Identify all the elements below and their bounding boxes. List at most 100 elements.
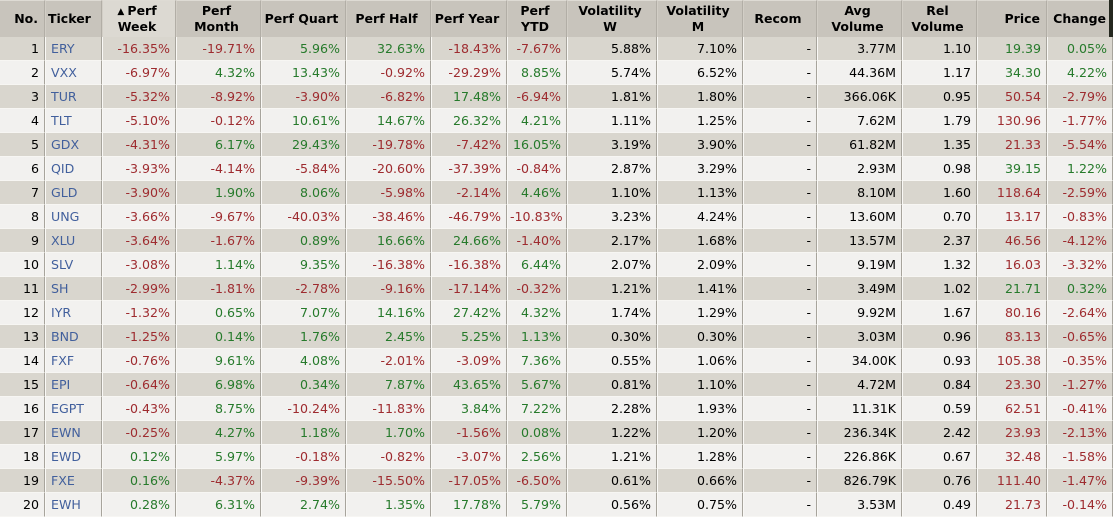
cell-recom: - — [743, 37, 817, 61]
cell-perf_quart: -3.90% — [261, 85, 346, 109]
col-header-label: Change — [1053, 10, 1106, 26]
ticker-link[interactable]: SH — [51, 281, 69, 296]
cell-perf_quart: 0.89% — [261, 229, 346, 253]
cell-perf_quart: 1.18% — [261, 421, 346, 445]
col-header-recom[interactable]: Recom — [743, 0, 817, 37]
cell-ticker: GLD — [45, 181, 102, 205]
col-header-no[interactable]: No. — [0, 0, 45, 37]
cell-perf_month: -9.67% — [176, 205, 261, 229]
cell-perf_ytd: 8.85% — [507, 61, 567, 85]
col-header-label: Price — [1004, 10, 1041, 26]
ticker-link[interactable]: BND — [51, 329, 79, 344]
ticker-link[interactable]: EWN — [51, 425, 81, 440]
cell-change: -0.83% — [1047, 205, 1113, 229]
cell-perf_week: -0.76% — [102, 349, 176, 373]
ticker-link[interactable]: QID — [51, 161, 75, 176]
cell-ticker: TUR — [45, 85, 102, 109]
cell-vol_m: 0.66% — [657, 469, 743, 493]
cell-vol_w: 3.19% — [567, 133, 657, 157]
ticker-link[interactable]: GLD — [51, 185, 78, 200]
ticker-link[interactable]: UNG — [51, 209, 80, 224]
cell-avg_volume: 226.86K — [817, 445, 902, 469]
cell-no: 10 — [0, 253, 45, 277]
table-row: 1 ERY -16.35% -19.71% 5.96% 32.63% -18.43% -7.6… — [0, 37, 1113, 61]
ticker-link[interactable]: EPI — [51, 377, 71, 392]
col-header-perf_week[interactable]: ▲ Perf Week — [102, 0, 176, 37]
col-header-perf_month[interactable]: Perf Month — [176, 0, 261, 37]
cell-vol_m: 3.90% — [657, 133, 743, 157]
cell-perf_quart: 9.35% — [261, 253, 346, 277]
ticker-link[interactable]: EWD — [51, 449, 82, 464]
cell-perf_half: -0.82% — [346, 445, 431, 469]
ticker-link[interactable]: TUR — [51, 89, 77, 104]
cell-recom: - — [743, 133, 817, 157]
cell-change: 0.32% — [1047, 277, 1113, 301]
col-header-perf_half[interactable]: Perf Half — [346, 0, 431, 37]
cell-vol_w: 2.17% — [567, 229, 657, 253]
ticker-link[interactable]: GDX — [51, 137, 80, 152]
ticker-link[interactable]: EGPT — [51, 401, 85, 416]
cell-rel_volume: 0.84 — [902, 373, 977, 397]
cell-vol_w: 0.81% — [567, 373, 657, 397]
cell-perf_ytd: 0.08% — [507, 421, 567, 445]
cell-perf_quart: -2.78% — [261, 277, 346, 301]
col-header-vol_w[interactable]: Volatility W — [567, 0, 657, 37]
cell-perf_month: 6.31% — [176, 493, 261, 517]
col-header-perf_ytd[interactable]: Perf YTD — [507, 0, 567, 37]
ticker-link[interactable]: TLT — [51, 113, 72, 128]
cell-rel_volume: 1.67 — [902, 301, 977, 325]
table-row: 8 UNG -3.66% -9.67% -40.03% -38.46% -46.79% -10… — [0, 205, 1113, 229]
cell-perf_quart: -9.39% — [261, 469, 346, 493]
cell-ticker: GDX — [45, 133, 102, 157]
col-header-perf_quart[interactable]: Perf Quart — [261, 0, 346, 37]
table-row: 13 BND -1.25% 0.14% 1.76% 2.45% 5.25% 1.13% 0.30… — [0, 325, 1113, 349]
cell-vol_m: 1.68% — [657, 229, 743, 253]
cell-perf_ytd: -1.40% — [507, 229, 567, 253]
cell-ticker: FXE — [45, 469, 102, 493]
cell-avg_volume: 11.31K — [817, 397, 902, 421]
ticker-link[interactable]: EWH — [51, 497, 81, 512]
cell-perf_ytd: 4.32% — [507, 301, 567, 325]
table-row: 20 EWH 0.28% 6.31% 2.74% 1.35% 17.78% 5.79% 0.56… — [0, 493, 1113, 517]
cell-rel_volume: 1.32 — [902, 253, 977, 277]
ticker-link[interactable]: FXF — [51, 353, 75, 368]
cell-vol_m: 1.29% — [657, 301, 743, 325]
cell-ticker: EWH — [45, 493, 102, 517]
cell-vol_w: 1.10% — [567, 181, 657, 205]
cell-avg_volume: 826.79K — [817, 469, 902, 493]
col-header-rel_volume[interactable]: Rel Volume — [902, 0, 977, 37]
ticker-link[interactable]: IYR — [51, 305, 72, 320]
ticker-link[interactable]: XLU — [51, 233, 76, 248]
cell-no: 14 — [0, 349, 45, 373]
col-header-ticker[interactable]: Ticker — [45, 0, 102, 37]
col-header-vol_m[interactable]: Volatility M — [657, 0, 743, 37]
cell-perf_week: 0.28% — [102, 493, 176, 517]
cell-perf_year: -3.09% — [431, 349, 507, 373]
ticker-link[interactable]: FXE — [51, 473, 75, 488]
cell-ticker: XLU — [45, 229, 102, 253]
cell-vol_m: 0.30% — [657, 325, 743, 349]
table-body: 1 ERY -16.35% -19.71% 5.96% 32.63% -18.43% -7.6… — [0, 37, 1113, 517]
ticker-link[interactable]: VXX — [51, 65, 77, 80]
cell-perf_week: -3.93% — [102, 157, 176, 181]
cell-recom: - — [743, 493, 817, 517]
ticker-link[interactable]: ERY — [51, 41, 75, 56]
cell-recom: - — [743, 397, 817, 421]
ticker-link[interactable]: SLV — [51, 257, 74, 272]
cell-perf_half: 2.45% — [346, 325, 431, 349]
cell-rel_volume: 0.76 — [902, 469, 977, 493]
cell-price: 32.48 — [977, 445, 1047, 469]
cell-vol_w: 0.56% — [567, 493, 657, 517]
cell-perf_quart: 13.43% — [261, 61, 346, 85]
cell-perf_half: 7.87% — [346, 373, 431, 397]
col-header-price[interactable]: Price — [977, 0, 1047, 37]
col-header-perf_year[interactable]: Perf Year — [431, 0, 507, 37]
cell-perf_quart: 29.43% — [261, 133, 346, 157]
col-header-avg_volume[interactable]: Avg Volume — [817, 0, 902, 37]
cell-no: 15 — [0, 373, 45, 397]
cell-vol_w: 1.11% — [567, 109, 657, 133]
cell-price: 83.13 — [977, 325, 1047, 349]
cell-perf_month: -4.14% — [176, 157, 261, 181]
col-header-change[interactable]: Change — [1047, 0, 1113, 37]
